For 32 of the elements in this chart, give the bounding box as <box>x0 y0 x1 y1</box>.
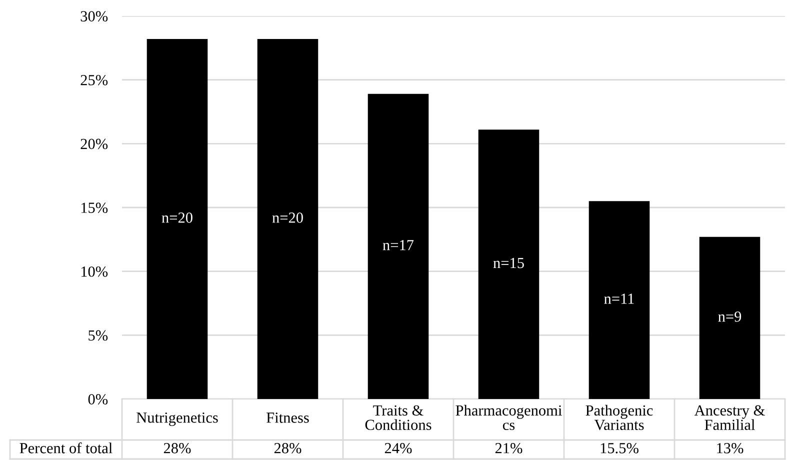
annotation: n=20 <box>162 212 192 223</box>
bar <box>146 38 208 399</box>
x-tick-label: Pathogenic Variants <box>586 404 653 430</box>
x-tick-label: Traits & Conditions <box>365 405 432 430</box>
annotation: n=20 <box>272 212 303 223</box>
y-tick-label: 30% <box>80 11 108 22</box>
data-label: 15.5% <box>600 443 638 454</box>
data-label: 13% <box>717 443 744 454</box>
annotation: n=17 <box>382 240 414 250</box>
bar <box>478 130 540 399</box>
data-label: 28% <box>274 443 302 454</box>
y-tick-label: 5% <box>88 330 108 341</box>
bar <box>588 201 650 399</box>
x-tick-label: Pharmacogenomi cs <box>456 404 562 430</box>
bar <box>368 94 429 399</box>
data-label: 28% <box>164 443 191 454</box>
x-tick-label: Fitness <box>266 412 309 423</box>
y-tick-label: 20% <box>80 138 108 150</box>
y-tick-label: 15% <box>81 202 108 213</box>
data-label: 21% <box>495 443 522 454</box>
annotation: n=11 <box>604 294 634 304</box>
annotation: n=9 <box>718 311 742 322</box>
text: Percent of total <box>20 442 112 454</box>
y-tick-label: 25% <box>80 74 108 86</box>
y-tick-label: 0% <box>88 394 108 404</box>
y-tick-label: 10% <box>81 266 108 277</box>
x-tick-label: Ancestry & Familial <box>694 405 765 430</box>
x-tick-label: Nutrigenetics <box>136 412 218 426</box>
bar <box>699 236 760 399</box>
bar <box>257 38 318 399</box>
data-label: 24% <box>384 443 412 454</box>
annotation: n=15 <box>493 258 524 268</box>
